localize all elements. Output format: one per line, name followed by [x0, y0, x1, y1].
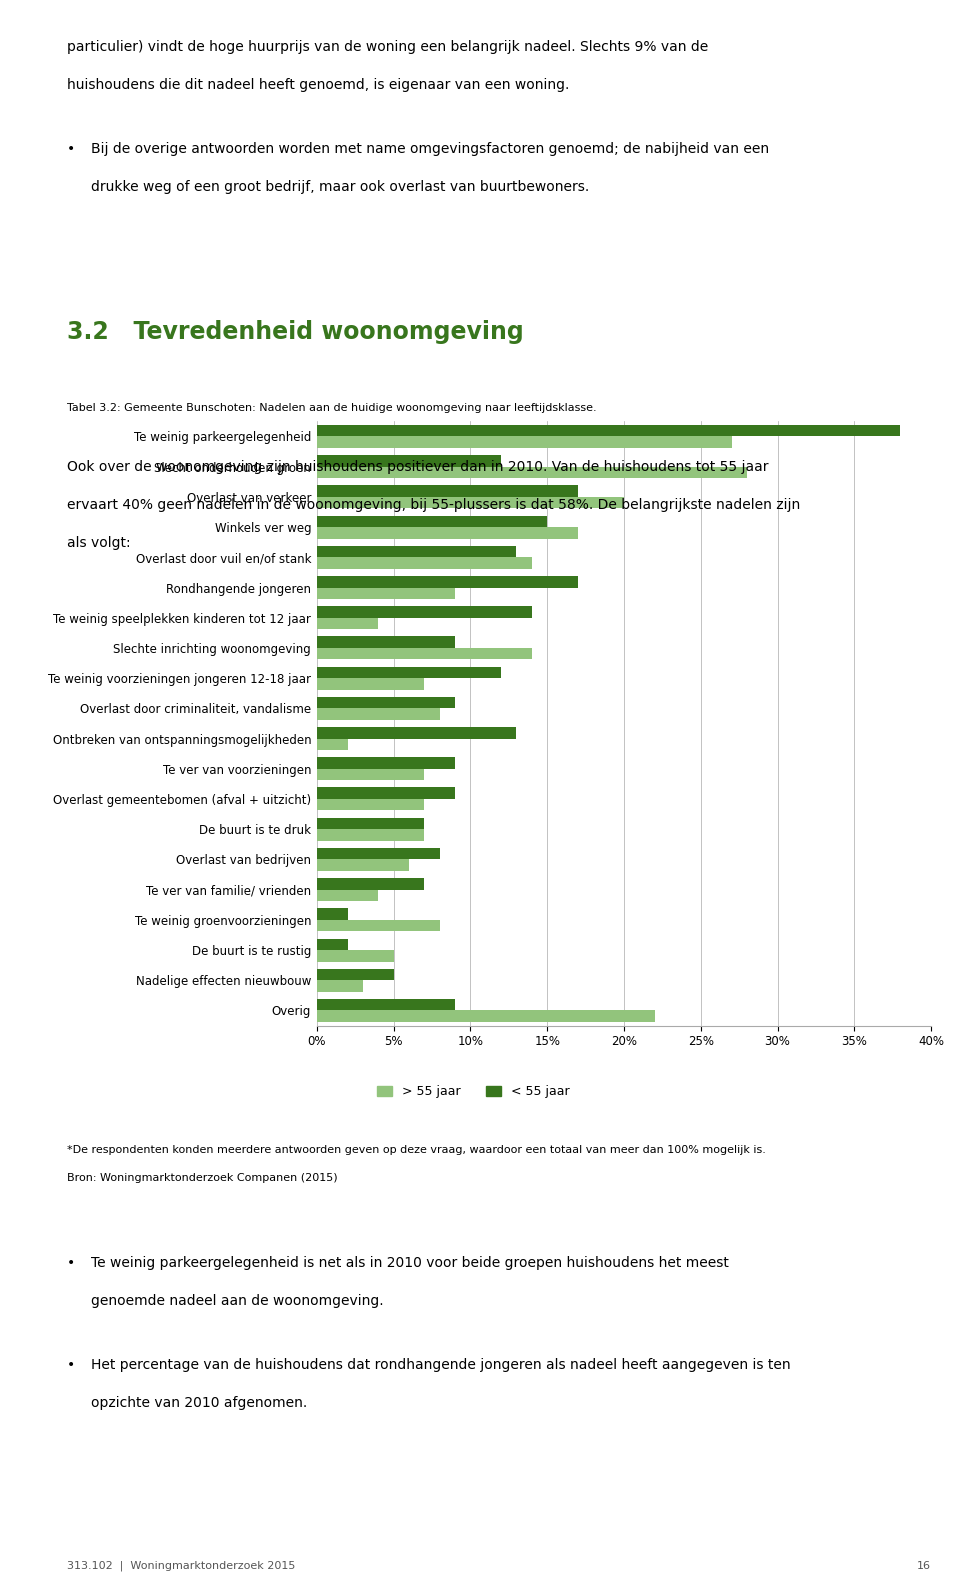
Text: Te weinig parkeergelegenheid is net als in 2010 voor beide groepen huishoudens h: Te weinig parkeergelegenheid is net als …: [91, 1256, 729, 1270]
Text: ervaart 40% geen nadelen in de woonomgeving, bij 55-plussers is dat 58%. De bela: ervaart 40% geen nadelen in de woonomgev…: [67, 498, 801, 512]
Bar: [317, 666, 501, 677]
Bar: [317, 770, 424, 781]
Text: *De respondenten konden meerdere antwoorden geven op deze vraag, waardoor een to: *De respondenten konden meerdere antwoor…: [67, 1145, 766, 1154]
Bar: [317, 617, 378, 630]
Bar: [317, 787, 455, 800]
Text: Het percentage van de huishoudens dat rondhangende jongeren als nadeel heeft aan: Het percentage van de huishoudens dat ro…: [91, 1358, 791, 1372]
Text: drukke weg of een groot bedrijf, maar ook overlast van buurtbewoners.: drukke weg of een groot bedrijf, maar oo…: [91, 180, 589, 194]
Bar: [317, 968, 394, 979]
Text: Bij de overige antwoorden worden met name omgevingsfactoren genoemd; de nabijhei: Bij de overige antwoorden worden met nam…: [91, 142, 769, 156]
Text: 3.2   Tevredenheid woonomgeving: 3.2 Tevredenheid woonomgeving: [67, 320, 524, 343]
Bar: [317, 817, 424, 830]
Bar: [317, 455, 501, 467]
Legend: > 55 jaar, < 55 jaar: > 55 jaar, < 55 jaar: [372, 1080, 574, 1103]
Text: •: •: [67, 1256, 76, 1270]
Text: huishoudens die dit nadeel heeft genoemd, is eigenaar van een woning.: huishoudens die dit nadeel heeft genoemd…: [67, 78, 569, 92]
Bar: [317, 677, 424, 690]
Bar: [317, 588, 455, 599]
Bar: [317, 951, 394, 962]
Bar: [317, 908, 348, 919]
Bar: [317, 709, 440, 720]
Text: 313.102  |  Woningmarktonderzoek 2015: 313.102 | Woningmarktonderzoek 2015: [67, 1560, 296, 1571]
Bar: [317, 859, 409, 871]
Bar: [317, 515, 547, 528]
Bar: [317, 919, 440, 932]
Text: als volgt:: als volgt:: [67, 536, 131, 550]
Text: •: •: [67, 1358, 76, 1372]
Bar: [317, 606, 532, 617]
Bar: [317, 436, 732, 448]
Bar: [317, 800, 424, 811]
Bar: [317, 878, 424, 890]
Text: genoemde nadeel aan de woonomgeving.: genoemde nadeel aan de woonomgeving.: [91, 1294, 384, 1309]
Bar: [317, 576, 578, 587]
Bar: [317, 938, 348, 951]
Bar: [317, 425, 900, 436]
Text: Ook over de woonomgeving zijn huishoudens positiever dan in 2010. Van de huishou: Ook over de woonomgeving zijn huishouden…: [67, 460, 769, 474]
Bar: [317, 979, 363, 992]
Bar: [317, 696, 455, 709]
Bar: [317, 757, 455, 770]
Text: Tabel 3.2: Gemeente Bunschoten: Nadelen aan de huidige woonomgeving naar leeftij: Tabel 3.2: Gemeente Bunschoten: Nadelen …: [67, 404, 597, 413]
Bar: [317, 467, 747, 479]
Bar: [317, 496, 624, 509]
Bar: [317, 558, 532, 569]
Bar: [317, 649, 532, 660]
Text: particulier) vindt de hoge huurprijs van de woning een belangrijk nadeel. Slecht: particulier) vindt de hoge huurprijs van…: [67, 40, 708, 54]
Bar: [317, 528, 578, 539]
Bar: [317, 830, 424, 841]
Bar: [317, 847, 440, 860]
Text: •: •: [67, 142, 76, 156]
Text: 16: 16: [917, 1561, 931, 1571]
Bar: [317, 890, 378, 902]
Bar: [317, 485, 578, 496]
Bar: [317, 999, 455, 1011]
Text: opzichte van 2010 afgenomen.: opzichte van 2010 afgenomen.: [91, 1396, 307, 1410]
Bar: [317, 1011, 655, 1022]
Bar: [317, 738, 348, 750]
Bar: [317, 727, 516, 738]
Bar: [317, 636, 455, 649]
Bar: [317, 545, 516, 558]
Text: Bron: Woningmarktonderzoek Companen (2015): Bron: Woningmarktonderzoek Companen (201…: [67, 1173, 338, 1183]
